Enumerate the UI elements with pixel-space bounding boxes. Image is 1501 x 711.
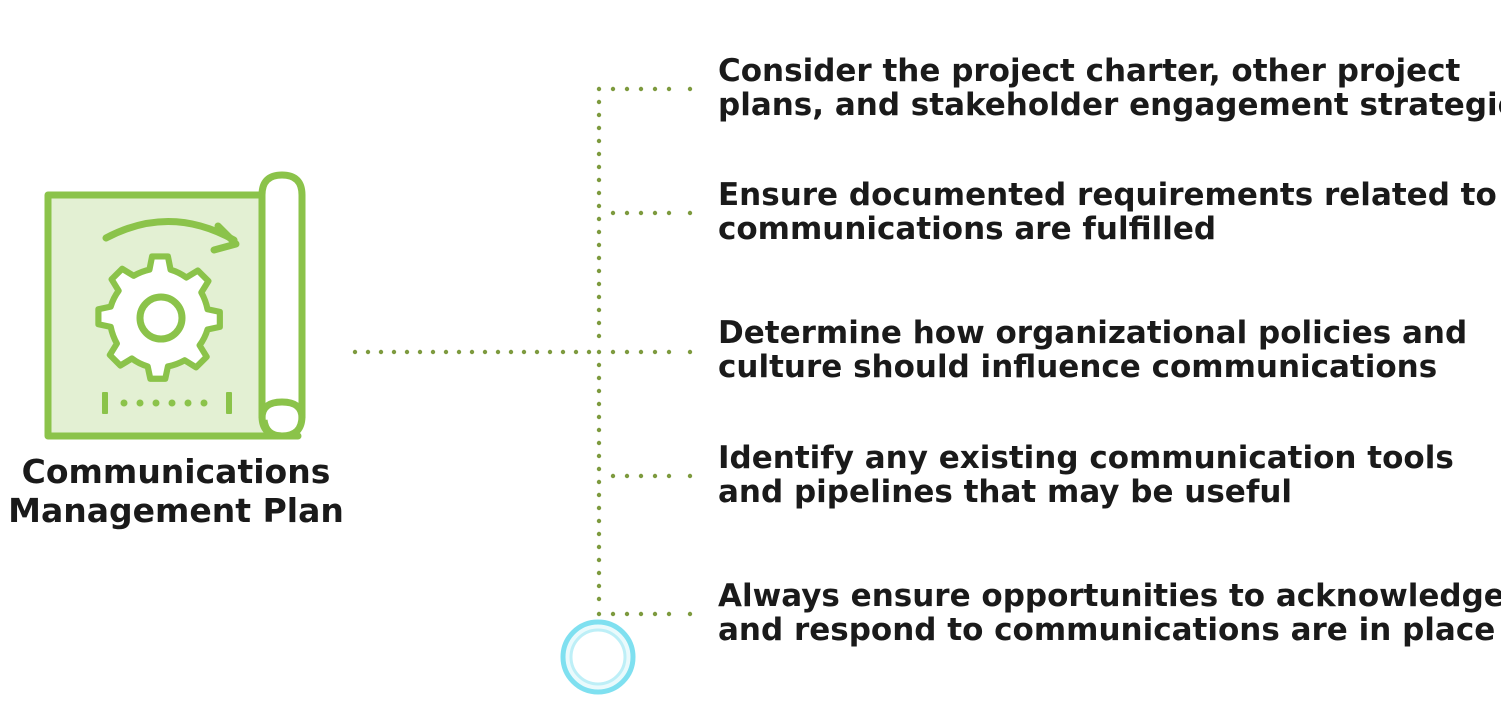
list-item-2: Ensure documented requirements related t… <box>718 178 1497 246</box>
list-item-2-line-1: Ensure documented requirements related t… <box>718 177 1497 213</box>
list-item-3-line-2: culture should influence communications <box>718 349 1438 385</box>
main-connector <box>352 349 592 355</box>
cursor-ring-icon <box>560 619 636 695</box>
list-item-3-line-1: Determine how organizational policies an… <box>718 315 1468 351</box>
branch-connector-5 <box>610 611 693 617</box>
diagram-title-line-1: Communications <box>21 452 331 491</box>
list-item-5-line-1: Always ensure opportunities to acknowled… <box>718 578 1501 614</box>
list-item-5-line-2: and respond to communications are in pla… <box>718 612 1496 648</box>
diagram-title-line-2: Management Plan <box>8 491 344 530</box>
trunk-connector <box>596 86 602 617</box>
list-item-2-line-2: communications are fulfilled <box>718 211 1217 247</box>
list-item-5: Always ensure opportunities to acknowled… <box>718 579 1501 647</box>
list-item-1-line-2: plans, and stakeholder engagement strate… <box>718 87 1501 123</box>
diagram-title: Communications Management Plan <box>0 452 352 530</box>
branch-connector-4 <box>610 473 693 479</box>
list-item-3: Determine how organizational policies an… <box>718 316 1467 384</box>
list-item-4-line-2: and pipelines that may be useful <box>718 474 1293 510</box>
list-item-4: Identify any existing communication tool… <box>718 441 1454 509</box>
branch-connector-3 <box>610 349 693 355</box>
branch-connector-2 <box>610 210 693 216</box>
blueprint-gear-icon <box>40 168 312 443</box>
list-item-1: Consider the project charter, other proj… <box>718 54 1501 122</box>
list-item-4-line-1: Identify any existing communication tool… <box>718 440 1454 476</box>
list-item-1-line-1: Consider the project charter, other proj… <box>718 53 1461 89</box>
branch-connector-1 <box>610 86 693 92</box>
